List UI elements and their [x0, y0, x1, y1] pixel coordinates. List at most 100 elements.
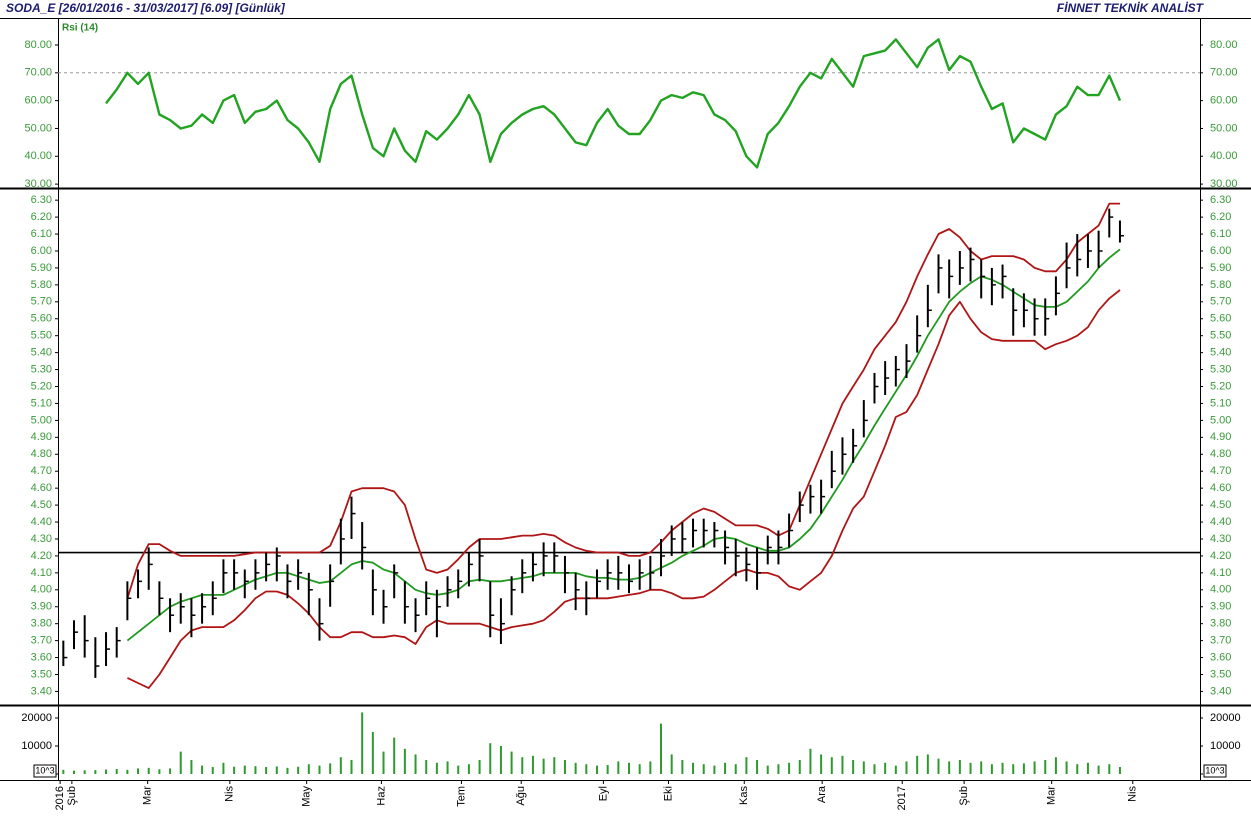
band-line: [126, 202, 1120, 599]
y-tick-label: 4.20: [31, 550, 52, 562]
y-tick-label: 6.10: [1210, 228, 1231, 240]
y-tick-label: 3.80: [1210, 618, 1231, 630]
x-tick-label: Kas: [738, 786, 750, 805]
y-tick-label: 4.70: [31, 465, 52, 477]
panel-label: Rsi (14): [62, 23, 98, 34]
unit-box: [33, 764, 57, 778]
x-tick-label: Ağu: [515, 786, 527, 806]
y-tick-label: 4.90: [31, 431, 52, 443]
y-tick-label: 4.20: [1210, 550, 1231, 562]
y-tick-label: 4.90: [1210, 431, 1231, 443]
y-tick-label: 80.00: [24, 39, 52, 51]
y-tick-label: 3.50: [1210, 668, 1231, 680]
y-tick-label: 3.50: [31, 668, 52, 680]
unit-label: 10^3: [1205, 765, 1224, 775]
x-tick-label: Nis: [224, 786, 236, 802]
y-tick-label: 5.20: [1210, 380, 1231, 392]
y-tick-label: 5.30: [1210, 363, 1231, 375]
y-tick-label: 40.00: [24, 150, 52, 162]
y-tick-label: 4.30: [1210, 533, 1231, 545]
x-tick-label: Nis: [1127, 786, 1139, 802]
y-tick-label: 10000: [21, 740, 52, 752]
y-tick-label: 5.10: [1210, 397, 1231, 409]
y-tick-label: 5.60: [31, 313, 52, 325]
x-tick-label: Haz: [375, 786, 387, 806]
y-tick-label: 6.10: [31, 228, 52, 240]
y-tick-label: 4.60: [1210, 482, 1231, 494]
y-tick-label: 4.50: [31, 499, 52, 511]
x-tick-label: Ara: [816, 785, 828, 803]
y-tick-label: 4.10: [31, 567, 52, 579]
y-tick-label: 5.70: [31, 296, 52, 308]
y-tick-label: 5.30: [31, 363, 52, 375]
y-tick-label: 3.60: [1210, 651, 1231, 663]
y-tick-label: 3.90: [1210, 601, 1231, 613]
y-tick-label: 50.00: [1210, 122, 1238, 134]
y-tick-label: 4.30: [31, 533, 52, 545]
y-tick-label: 50.00: [24, 122, 52, 134]
y-tick-label: 30.00: [1210, 178, 1238, 190]
y-tick-label: 4.70: [1210, 465, 1231, 477]
x-tick-label: Mar: [142, 786, 154, 805]
y-tick-label: 5.20: [31, 380, 52, 392]
y-tick-label: 4.10: [1210, 567, 1231, 579]
y-tick-label: 6.30: [31, 194, 52, 206]
y-tick-label: 3.60: [31, 651, 52, 663]
x-tick-label: 2016: [54, 786, 66, 810]
y-tick-label: 5.60: [1210, 313, 1231, 325]
x-tick-label: 2017: [896, 786, 908, 810]
y-tick-label: 3.40: [1210, 685, 1231, 697]
y-tick-label: 4.80: [31, 448, 52, 460]
y-tick-label: 30.00: [24, 178, 52, 190]
y-tick-label: 10000: [1210, 740, 1241, 752]
y-tick-label: 20000: [21, 712, 52, 724]
x-tick-label: Mar: [1046, 786, 1058, 805]
header-source: FİNNET TEKNİK ANALİST: [1057, 0, 1205, 15]
y-tick-label: 5.00: [31, 414, 52, 426]
y-tick-label: 5.80: [31, 279, 52, 291]
y-tick-label: 5.40: [1210, 347, 1231, 359]
y-tick-label: 20000: [1210, 712, 1241, 724]
y-tick-label: 4.50: [1210, 499, 1231, 511]
y-tick-label: 5.10: [31, 397, 52, 409]
y-tick-label: 5.80: [1210, 279, 1231, 291]
x-tick-label: May: [301, 786, 313, 807]
x-tick-label: Eyl: [597, 786, 609, 801]
y-tick-label: 6.00: [31, 245, 52, 257]
x-tick-label: Şub: [958, 786, 970, 806]
y-tick-label: 6.20: [31, 211, 52, 223]
y-tick-label: 5.90: [31, 262, 52, 274]
y-tick-label: 6.00: [1210, 245, 1231, 257]
y-tick-label: 3.40: [31, 685, 52, 697]
band-line: [127, 289, 1121, 689]
unit-label: 10^3: [35, 765, 54, 775]
y-tick-label: 4.40: [1210, 516, 1231, 528]
y-tick-label: 80.00: [1210, 39, 1238, 51]
y-tick-label: 4.80: [1210, 448, 1231, 460]
rsi-line: [105, 38, 1122, 169]
unit-box: [1203, 764, 1227, 778]
header-title: SODA_E [26/01/2016 - 31/03/2017] [6.09] …: [6, 1, 286, 15]
y-tick-label: 6.20: [1210, 211, 1231, 223]
y-tick-label: 5.50: [1210, 330, 1231, 342]
y-tick-label: 5.90: [1210, 262, 1231, 274]
y-tick-label: 40.00: [1210, 150, 1238, 162]
y-tick-label: 4.60: [31, 482, 52, 494]
y-tick-label: 5.00: [1210, 414, 1231, 426]
y-tick-label: 70.00: [24, 67, 52, 79]
y-tick-label: 4.00: [31, 584, 52, 596]
x-tick-label: Eki: [662, 786, 674, 801]
y-tick-label: 4.40: [31, 516, 52, 528]
y-tick-label: 5.50: [31, 330, 52, 342]
y-tick-label: 60.00: [1210, 95, 1238, 107]
y-tick-label: 6.30: [1210, 194, 1231, 206]
y-tick-label: 70.00: [1210, 67, 1238, 79]
y-tick-label: 5.70: [1210, 296, 1231, 308]
y-tick-label: 3.70: [31, 635, 52, 647]
y-tick-label: 4.00: [1210, 584, 1231, 596]
y-tick-label: 60.00: [24, 95, 52, 107]
x-tick-label: Tem: [455, 786, 467, 807]
y-tick-label: 3.70: [1210, 635, 1231, 647]
